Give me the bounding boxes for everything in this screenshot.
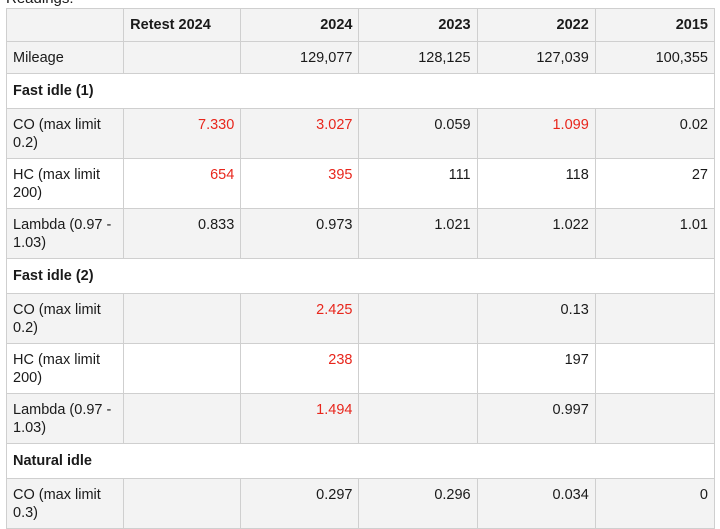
section-title: Natural idle <box>6 443 715 479</box>
cell-value: 1.01 <box>594 208 716 259</box>
table-row: CO (max limit 0.2) 2.425 0.13 <box>5 293 716 344</box>
cell-value: 395 <box>240 158 360 209</box>
cell-value <box>123 393 242 444</box>
mileage-value: 127,039 <box>476 41 596 74</box>
cell-value <box>123 343 242 394</box>
cell-value <box>594 293 716 344</box>
cell-value <box>123 478 242 529</box>
section-title: Fast idle (2) <box>6 258 715 294</box>
cell-value: 0.296 <box>358 478 478 529</box>
cell-value: 654 <box>123 158 242 209</box>
cell-value: 0.997 <box>476 393 596 444</box>
section-row: Natural idle <box>6 443 715 479</box>
mileage-label: Mileage <box>5 41 125 74</box>
row-label: HC (max limit 200) <box>5 158 125 209</box>
cell-value: 111 <box>358 158 478 209</box>
cell-value: 1.494 <box>240 393 360 444</box>
cell-value <box>358 293 478 344</box>
cell-value: 197 <box>476 343 596 394</box>
cell-value: 1.099 <box>476 108 596 159</box>
table-row: CO (max limit 0.2) 7.330 3.027 0.059 1.0… <box>5 108 716 159</box>
mileage-row: Mileage 129,077 128,125 127,039 100,355 <box>5 41 716 74</box>
mileage-value: 128,125 <box>358 41 478 74</box>
row-label: CO (max limit 0.2) <box>5 108 125 159</box>
cell-value: 3.027 <box>240 108 360 159</box>
header-2015: 2015 <box>594 8 716 42</box>
cell-value: 238 <box>240 343 360 394</box>
header-retest-2024: Retest 2024 <box>123 8 242 42</box>
cell-value: 0.297 <box>240 478 360 529</box>
cell-value <box>123 293 242 344</box>
mileage-value: 100,355 <box>594 41 716 74</box>
cell-value <box>594 393 716 444</box>
row-label: CO (max limit 0.3) <box>5 478 125 529</box>
readings-caption: Readings: <box>6 0 74 8</box>
cell-value <box>358 393 478 444</box>
cell-value: 0.059 <box>358 108 478 159</box>
cell-value <box>358 343 478 394</box>
section-title: Fast idle (1) <box>6 73 715 109</box>
table-row: Lambda (0.97 - 1.03) 1.494 0.997 <box>5 393 716 444</box>
mileage-value: 129,077 <box>240 41 360 74</box>
cell-value: 27 <box>594 158 716 209</box>
section-row: Fast idle (2) <box>6 258 715 294</box>
cell-value <box>594 343 716 394</box>
row-label: CO (max limit 0.2) <box>5 293 125 344</box>
cell-value: 0.13 <box>476 293 596 344</box>
row-label: Lambda (0.97 - 1.03) <box>5 208 125 259</box>
table-row: CO (max limit 0.3) 0.297 0.296 0.034 0 <box>5 478 716 529</box>
header-row: Retest 2024 2024 2023 2022 2015 <box>5 8 716 42</box>
emissions-readings-table: Retest 2024 2024 2023 2022 2015 Mileage … <box>5 8 716 529</box>
cell-value: 1.021 <box>358 208 478 259</box>
table-row: Lambda (0.97 - 1.03) 0.833 0.973 1.021 1… <box>5 208 716 259</box>
header-2023: 2023 <box>358 8 478 42</box>
header-2022: 2022 <box>476 8 596 42</box>
header-corner <box>5 8 125 42</box>
cell-value: 0.02 <box>594 108 716 159</box>
cell-value: 0 <box>594 478 716 529</box>
cell-value: 2.425 <box>240 293 360 344</box>
cell-value: 0.973 <box>240 208 360 259</box>
section-row: Fast idle (1) <box>6 73 715 109</box>
table-row: HC (max limit 200) 654 395 111 118 27 <box>5 158 716 209</box>
mileage-value <box>123 41 242 74</box>
cell-value: 0.833 <box>123 208 242 259</box>
cell-value: 0.034 <box>476 478 596 529</box>
cell-value: 118 <box>476 158 596 209</box>
cell-value: 1.022 <box>476 208 596 259</box>
row-label: Lambda (0.97 - 1.03) <box>5 393 125 444</box>
header-2024: 2024 <box>240 8 360 42</box>
table-row: HC (max limit 200) 238 197 <box>5 343 716 394</box>
cell-value: 7.330 <box>123 108 242 159</box>
row-label: HC (max limit 200) <box>5 343 125 394</box>
